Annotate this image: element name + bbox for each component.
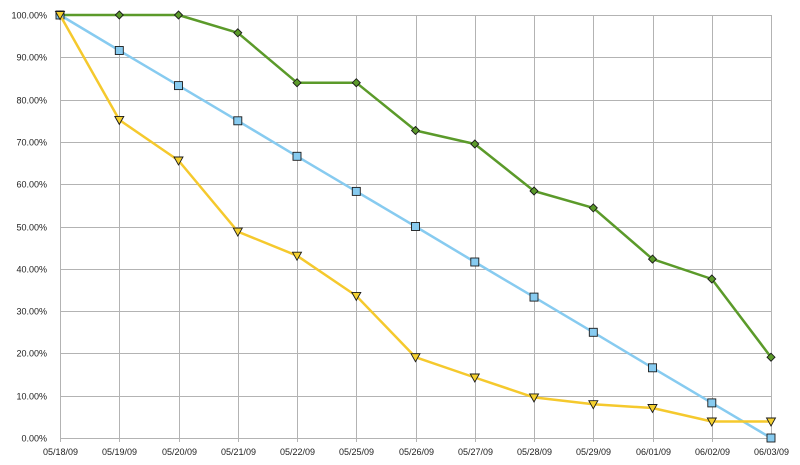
- data-point: [529, 292, 539, 302]
- x-tick-label: 06/03/09: [754, 447, 789, 457]
- data-point: [114, 10, 124, 20]
- x-axis-tick-labels: 05/18/09 05/19/09 05/20/09 05/21/09 05/22/09…: [43, 447, 789, 457]
- x-tick-label: 05/27/09: [458, 447, 493, 457]
- y-tick-label: 10.00%: [16, 392, 47, 402]
- data-point: [648, 363, 657, 373]
- series-2: [55, 10, 776, 443]
- data-point: [173, 10, 184, 20]
- y-tick-label: 80.00%: [16, 96, 47, 106]
- x-tick-label: 05/20/09: [162, 447, 197, 457]
- series-1: [55, 10, 776, 362]
- y-tick-label: 40.00%: [16, 265, 47, 275]
- data-point: [410, 353, 421, 363]
- y-tick-label: 60.00%: [16, 180, 47, 190]
- y-tick-label: 0.00%: [21, 434, 47, 444]
- data-point: [114, 115, 125, 126]
- data-point: [351, 186, 361, 196]
- data-point: [411, 222, 420, 231]
- x-tick-label: 06/01/09: [636, 447, 671, 457]
- data-point: [351, 78, 361, 88]
- data-point: [766, 433, 776, 443]
- data-point: [233, 28, 243, 38]
- data-series: [54, 10, 777, 443]
- data-point: [470, 139, 480, 149]
- x-tick-label: 05/19/09: [102, 447, 137, 457]
- data-point: [114, 46, 124, 55]
- data-point: [647, 404, 658, 414]
- x-tick-label: 05/21/09: [221, 447, 256, 457]
- data-point: [707, 274, 717, 284]
- y-tick-label: 100.00%: [11, 11, 47, 21]
- x-tick-label: 05/28/09: [517, 447, 552, 457]
- data-point: [588, 400, 599, 410]
- y-tick-label: 20.00%: [16, 349, 47, 359]
- x-tick-label: 05/25/09: [339, 447, 374, 457]
- series-3: [54, 11, 777, 427]
- y-tick-label: 70.00%: [16, 138, 47, 148]
- data-point: [291, 251, 303, 262]
- data-point: [292, 151, 302, 161]
- data-point: [647, 254, 658, 264]
- x-tick-label: 05/18/09: [43, 447, 78, 457]
- data-point: [351, 291, 362, 302]
- data-point: [233, 116, 243, 126]
- data-point: [292, 78, 302, 88]
- data-point: [469, 373, 481, 383]
- data-point: [174, 81, 183, 91]
- data-point: [588, 203, 598, 213]
- data-point: [706, 417, 718, 427]
- data-point: [588, 327, 598, 337]
- data-point: [232, 227, 244, 238]
- data-point: [54, 11, 66, 21]
- data-point: [529, 186, 539, 196]
- y-tick-label: 30.00%: [16, 307, 47, 317]
- data-point: [470, 257, 480, 267]
- y-tick-label: 50.00%: [16, 223, 47, 233]
- x-tick-label: 06/02/09: [695, 447, 730, 457]
- data-point: [410, 125, 421, 136]
- data-point: [528, 393, 540, 403]
- data-point: [173, 156, 184, 166]
- y-axis-tick-labels: 0.00% 10.00% 20.00% 30.00% 40.00% 50.00% 60.00…: [11, 11, 47, 444]
- data-point: [766, 352, 776, 362]
- y-tick-label: 90.00%: [16, 53, 47, 63]
- x-tick-label: 05/29/09: [576, 447, 611, 457]
- series-line: [60, 13, 772, 358]
- data-point: [765, 417, 777, 427]
- data-point: [707, 398, 717, 408]
- x-tick-label: 05/22/09: [280, 447, 315, 457]
- x-tick-label: 05/26/09: [399, 447, 434, 457]
